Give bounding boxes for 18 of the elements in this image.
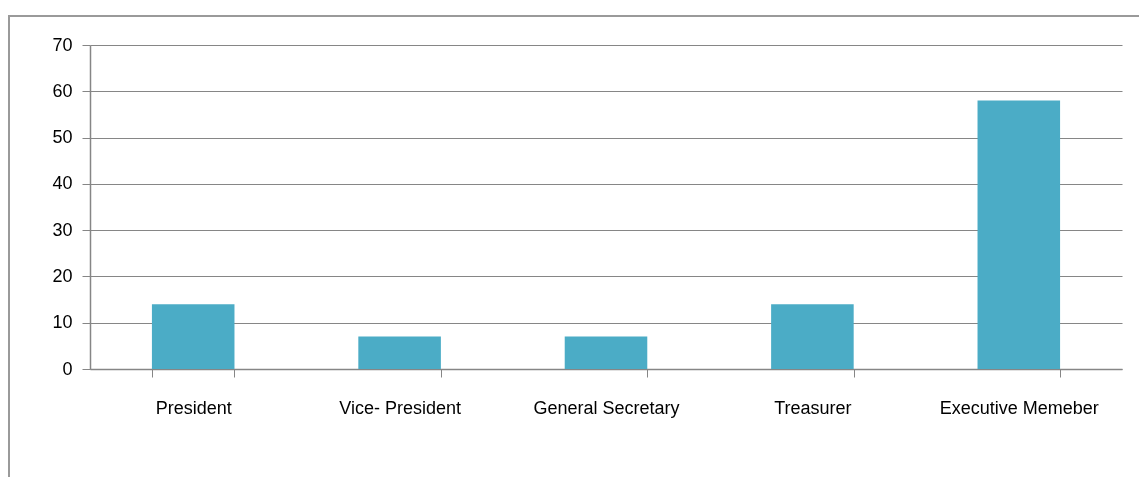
y-tick-label: 20 bbox=[52, 265, 73, 286]
bar bbox=[151, 304, 235, 369]
y-tick-label: 70 bbox=[52, 34, 73, 55]
x-tick-label: Executive Memeber bbox=[939, 397, 1099, 418]
x-tick-label: President bbox=[155, 397, 232, 418]
bar bbox=[771, 304, 854, 369]
x-tick-label: Vice- President bbox=[339, 397, 461, 418]
x-tick-label: General Secretary bbox=[533, 397, 680, 418]
y-tick-label: 30 bbox=[52, 219, 73, 240]
y-tick-label: 0 bbox=[62, 358, 73, 379]
bar bbox=[564, 336, 648, 369]
bar bbox=[358, 336, 441, 369]
y-tick-label: 50 bbox=[52, 127, 73, 148]
x-tick-label: Treasurer bbox=[774, 397, 852, 418]
bar bbox=[977, 100, 1061, 369]
y-tick-label: 60 bbox=[52, 80, 73, 101]
y-tick-label: 40 bbox=[52, 173, 73, 194]
y-tick-label: 10 bbox=[52, 312, 73, 333]
